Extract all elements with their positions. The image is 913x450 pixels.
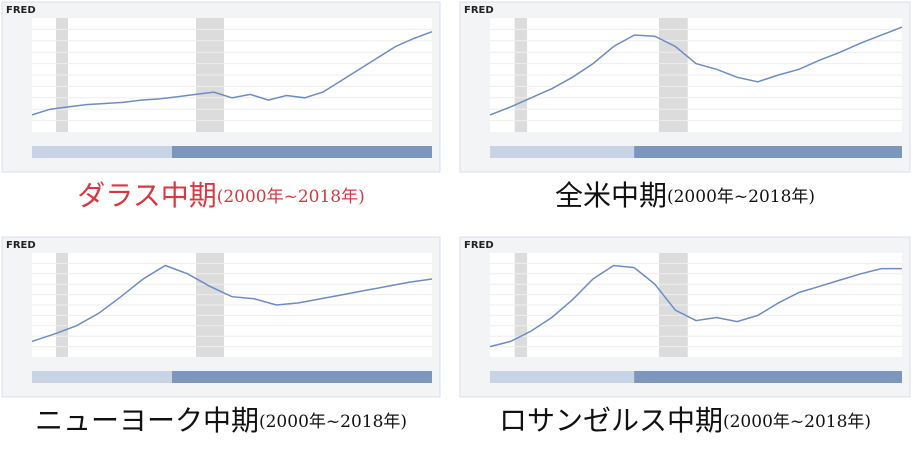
brand-logo: FRED <box>464 240 494 251</box>
brand-logo: FRED <box>6 5 36 16</box>
caption: ロサンゼルス中期(2000年~2018年) <box>499 404 871 437</box>
caption-period: (2000年~2018年) <box>217 187 365 207</box>
caption-period: (2000年~2018年) <box>259 412 407 432</box>
brand-logo: FRED <box>6 240 36 251</box>
navigator-range <box>32 146 172 158</box>
caption-title: 全米中期 <box>555 179 667 212</box>
caption-period: (2000年~2018年) <box>667 187 815 207</box>
navigator-range <box>490 146 635 158</box>
caption: 全米中期(2000年~2018年) <box>555 179 815 212</box>
caption-title: ロサンゼルス中期 <box>499 404 723 437</box>
caption: ニューヨーク中期(2000年~2018年) <box>35 404 407 437</box>
data-line <box>31 30 433 116</box>
caption-title: ダラス中期 <box>77 179 216 212</box>
caption-period: (2000年~2018年) <box>723 412 871 432</box>
data-line <box>489 26 903 116</box>
caption-title: ニューヨーク中期 <box>35 404 259 437</box>
caption: ダラス中期(2000年~2018年) <box>77 179 365 212</box>
brand-logo: FRED <box>464 5 494 16</box>
navigator-range <box>490 371 635 383</box>
data-line <box>489 264 902 348</box>
data-line <box>31 264 433 343</box>
navigator-range <box>32 371 172 383</box>
